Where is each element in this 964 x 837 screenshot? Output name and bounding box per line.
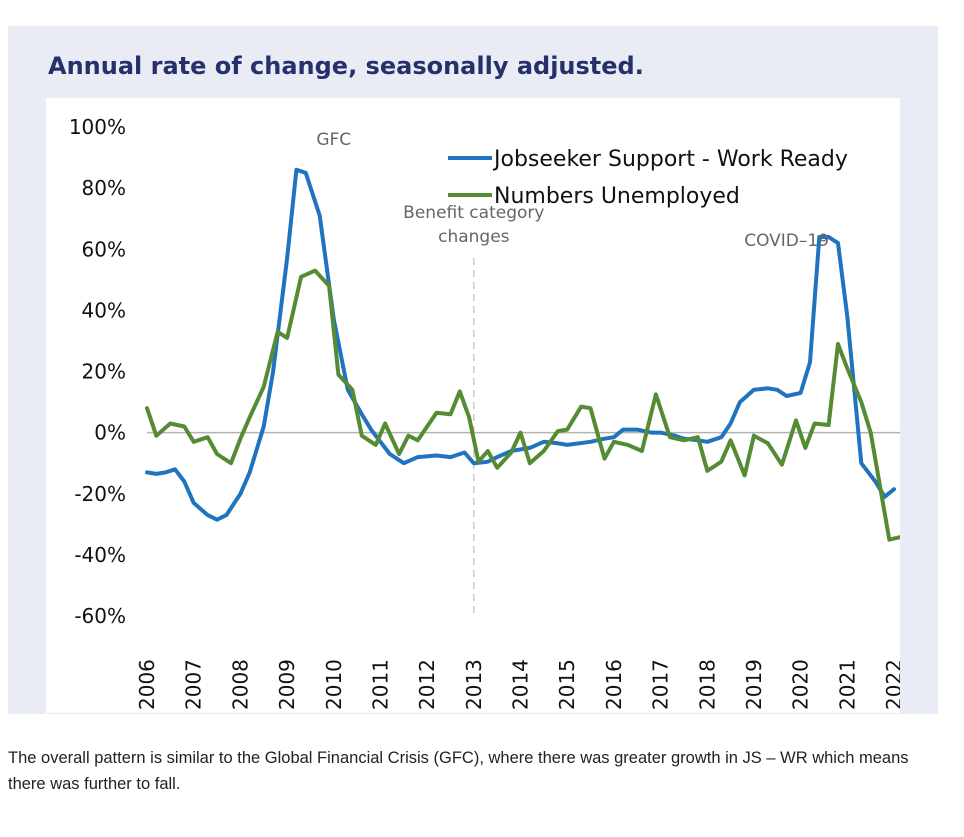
x-tick-label: 2015 bbox=[555, 659, 579, 710]
x-tick-label: 2018 bbox=[695, 659, 719, 710]
benefit-change-label: changes bbox=[438, 227, 510, 247]
x-tick-label: 2017 bbox=[649, 659, 673, 710]
chart-panel: Annual rate of change, seasonally adjust… bbox=[8, 26, 938, 714]
y-tick-label: 80% bbox=[82, 176, 126, 200]
y-tick-label: 20% bbox=[82, 360, 126, 384]
series-line-jobseeker bbox=[145, 167, 896, 522]
series-line-unemployed bbox=[145, 268, 900, 542]
legend-label: Numbers Unemployed bbox=[494, 184, 740, 209]
x-tick-label: 2006 bbox=[135, 659, 159, 710]
y-tick-label: 60% bbox=[82, 237, 126, 261]
chart-caption: The overall pattern is similar to the Gl… bbox=[8, 749, 909, 793]
y-tick-label: -20% bbox=[74, 482, 126, 506]
x-tick-label: 2019 bbox=[742, 659, 766, 710]
chart-title: Annual rate of change, seasonally adjust… bbox=[48, 52, 644, 80]
y-tick-label: -40% bbox=[74, 543, 126, 567]
x-tick-label: 2016 bbox=[602, 659, 626, 710]
x-tick-label: 2008 bbox=[228, 659, 252, 710]
y-tick-label: -60% bbox=[74, 604, 126, 628]
x-tick-label: 2020 bbox=[789, 659, 813, 710]
annotation-label: GFC bbox=[316, 130, 351, 150]
x-tick-label: 2014 bbox=[509, 659, 533, 710]
y-tick-label: 100% bbox=[69, 115, 126, 139]
x-tick-label: 2010 bbox=[322, 659, 346, 710]
x-tick-label: 2022 bbox=[882, 659, 900, 710]
y-tick-label: 40% bbox=[82, 298, 126, 322]
x-tick-label: 2013 bbox=[462, 659, 486, 710]
x-tick-label: 2011 bbox=[368, 659, 392, 710]
x-tick-label: 2009 bbox=[275, 659, 299, 710]
x-tick-label: 2021 bbox=[835, 659, 859, 710]
x-tick-label: 2007 bbox=[182, 659, 206, 710]
y-tick-label: 0% bbox=[94, 421, 126, 445]
plot-area: Benefit category changes 100% 80% 60% 40% 20% 0… bbox=[46, 98, 900, 713]
annotation-label: COVID–19 bbox=[744, 231, 829, 251]
line-chart: Benefit category changes 100% 80% 60% 40% 20% 0… bbox=[69, 115, 900, 710]
legend-label: Jobseeker Support - Work Ready bbox=[492, 147, 848, 172]
x-tick-label: 2012 bbox=[415, 659, 439, 710]
benefit-change-label: Benefit category bbox=[403, 203, 544, 223]
